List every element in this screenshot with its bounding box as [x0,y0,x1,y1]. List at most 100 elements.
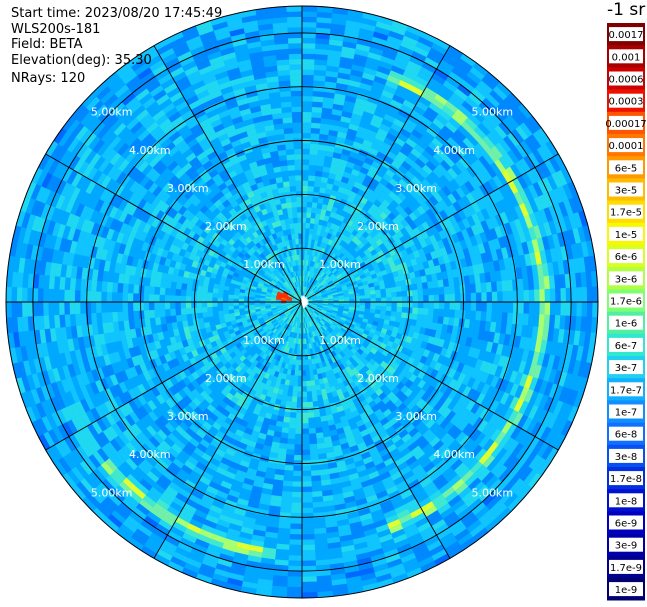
field-cell [298,233,303,239]
field-cell [164,301,171,310]
field-cell [292,470,303,477]
field-cell [307,401,314,408]
field-cell [153,309,161,318]
field-cell [143,285,150,295]
field-cell [475,292,482,303]
field-cell [305,217,312,224]
field-cell [433,308,440,317]
field-cell [132,284,140,294]
field-cell [127,310,135,321]
field-cell [406,307,414,314]
field-cell [291,396,298,403]
field-cell [289,412,297,419]
field-cell [311,490,323,498]
field-cell [422,288,429,296]
field-cell [412,289,419,297]
field-cell [308,175,316,182]
field-cell [396,301,403,308]
field-cell [164,287,171,296]
field-cell [281,490,293,498]
field-cell [502,301,509,314]
field-cell [454,301,461,311]
field-cell [95,290,102,303]
field-cell [386,297,393,303]
field-cell [295,407,303,414]
field-cell [301,196,308,202]
field-cell [380,288,387,294]
field-cell [301,486,313,493]
field-cell [301,211,307,218]
field-cell [301,465,312,472]
field-cell [307,196,314,203]
field-cell [286,159,296,166]
field-cell [301,502,314,509]
field-cell [227,301,234,307]
field-cell [280,496,293,503]
field-cell [311,101,324,108]
field-cell [370,301,377,307]
field-cell [292,132,303,139]
field-cell [169,308,177,317]
field-cell [412,301,419,309]
field-cell [309,143,319,150]
field-cell [185,289,192,297]
field-cell [175,308,182,316]
field-cell [305,380,312,387]
field-cell [301,365,306,371]
field-cell [164,308,171,317]
field-cell [185,307,192,315]
field-cell [301,518,314,525]
field-cell [291,111,303,118]
field-cell [122,292,129,303]
field-cell [294,444,303,451]
field-cell [291,100,303,107]
field-cell [191,312,198,320]
field-cell [385,306,392,312]
field-cell [506,279,514,292]
field-cell [227,305,234,310]
field-cell [101,280,108,293]
field-cell [313,180,322,188]
field-cell [190,307,198,314]
field-cell [490,281,498,293]
field-cell [301,417,309,424]
field-cell [296,402,303,408]
field-cell [380,305,387,312]
field-cell [111,301,118,313]
field-cell [464,284,472,294]
field-cell [307,180,315,187]
field-cell [306,206,313,213]
field-cell [159,294,166,303]
field-cell [211,297,218,303]
field-cell [293,148,303,155]
field-cell [396,296,403,303]
field-cell [293,143,303,150]
field-cell [312,196,319,204]
field-cell [427,287,435,296]
field-cell [307,417,315,424]
field-cell [301,507,314,514]
field-cell [301,491,313,498]
field-cell [301,201,308,208]
field-cell [201,291,208,298]
field-cell [283,127,294,135]
field-cell [196,312,204,319]
field-cell [428,301,435,310]
field-cell [164,294,171,303]
field-cell [308,427,317,435]
field-cell [301,433,310,440]
field-cell [312,506,325,514]
field-cell [279,90,292,98]
field-cell [306,212,312,219]
field-cell [454,285,461,295]
field-cell [309,153,318,161]
field-cell [301,100,313,107]
field-cell [486,291,493,303]
field-cell [307,406,314,414]
field-cell [417,307,424,315]
field-cell [310,132,320,140]
field-cell [417,295,424,303]
field-cell [127,292,134,303]
field-cell [153,294,160,303]
field-cell [132,292,139,303]
